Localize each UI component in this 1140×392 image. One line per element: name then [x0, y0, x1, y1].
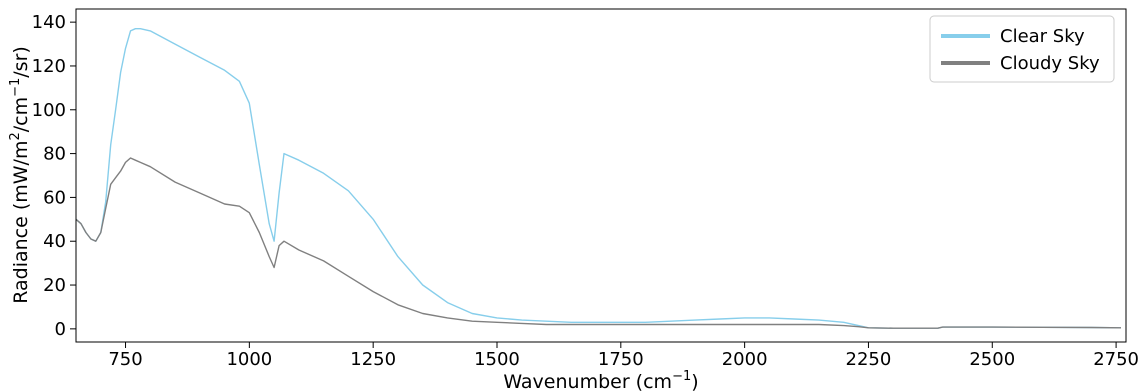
- y-axis-label: Radiance (mW/m2/cm−1/sr): [8, 46, 32, 304]
- y-tick-label: 80: [43, 144, 66, 165]
- series-line-cloudy-sky: [75, 157, 1122, 329]
- legend-label-cloudy-sky: Cloudy Sky: [1000, 53, 1100, 74]
- plot-frame: [75, 8, 1127, 343]
- y-tick-label: 20: [43, 275, 66, 296]
- x-tick-label: 1250: [350, 349, 396, 370]
- x-tick-label: 750: [108, 349, 142, 370]
- x-tick-label: 1500: [474, 349, 520, 370]
- x-tick-label: 2250: [846, 349, 892, 370]
- y-tick-label: 0: [55, 319, 66, 340]
- x-tick-label: 2500: [969, 349, 1015, 370]
- legend: Clear Sky Cloudy Sky: [929, 15, 1115, 83]
- y-tick-label: 100: [32, 100, 66, 121]
- plot-content: [75, 28, 1122, 329]
- y-tick-label: 40: [43, 231, 66, 252]
- x-tick-label: 2000: [722, 349, 768, 370]
- y-tick-label: 60: [43, 187, 66, 208]
- series-line-clear-sky: [75, 28, 1122, 329]
- x-tick-label: 1750: [598, 349, 644, 370]
- x-tick-label: 1000: [226, 349, 272, 370]
- y-tick-label: 140: [32, 12, 66, 33]
- x-tick-label: 2750: [1093, 349, 1139, 370]
- y-axis: 0 20 40 60 80 100 120 140: [32, 12, 76, 340]
- legend-label-clear-sky: Clear Sky: [1000, 26, 1085, 47]
- x-axis-label: Wavenumber (cm−1): [503, 369, 698, 392]
- y-tick-label: 120: [32, 56, 66, 77]
- legend-box: [929, 15, 1115, 83]
- x-axis: 750 1000 1250 1500 1750 2000 2250 2500 2750: [108, 342, 1139, 370]
